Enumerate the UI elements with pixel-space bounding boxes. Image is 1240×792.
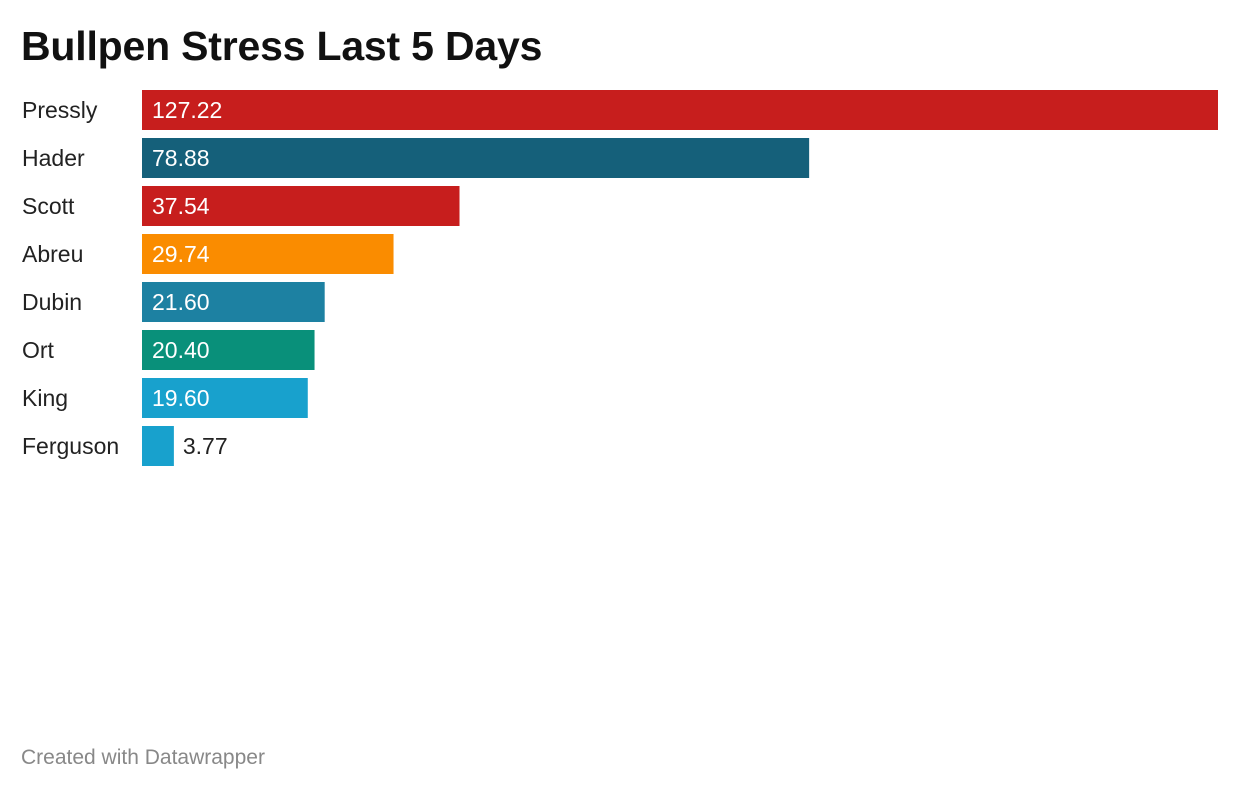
bar-ferguson [142,426,174,466]
bar-king [142,378,308,418]
value-label-scott: 37.54 [152,193,210,219]
value-label-hader: 78.88 [152,145,210,171]
category-label-king: King [22,385,68,411]
category-label-scott: Scott [22,193,75,219]
datawrapper-credit: Created with Datawrapper [21,746,265,769]
value-label-abreu: 29.74 [152,241,210,267]
category-label-hader: Hader [22,145,85,171]
bar-scott [142,186,460,226]
category-label-dubin: Dubin [22,289,82,315]
value-label-dubin: 21.60 [152,289,210,315]
category-label-ort: Ort [22,337,55,363]
bar-chart-svg: Pressly 127.22 Hader 78.88 Scott 37.54 Abreu 29… [22,90,1218,466]
bar-ort [142,330,315,370]
chart-title: Bullpen Stress Last 5 Days [21,23,543,69]
bar-dubin [142,282,325,322]
category-label-ferguson: Ferguson [22,433,119,459]
bar-abreu [142,234,394,274]
category-label-abreu: Abreu [22,241,83,267]
category-label-pressly: Pressly [22,97,98,123]
bar-pressly [142,90,1218,130]
value-label-ferguson: 3.77 [183,433,228,459]
value-label-pressly: 127.22 [152,97,222,123]
bar-chart: Pressly 127.22 Hader 78.88 Scott 37.54 Abreu 29… [0,80,1240,480]
bar-hader [142,138,810,178]
value-label-king: 19.60 [152,385,210,411]
value-label-ort: 20.40 [152,337,210,363]
